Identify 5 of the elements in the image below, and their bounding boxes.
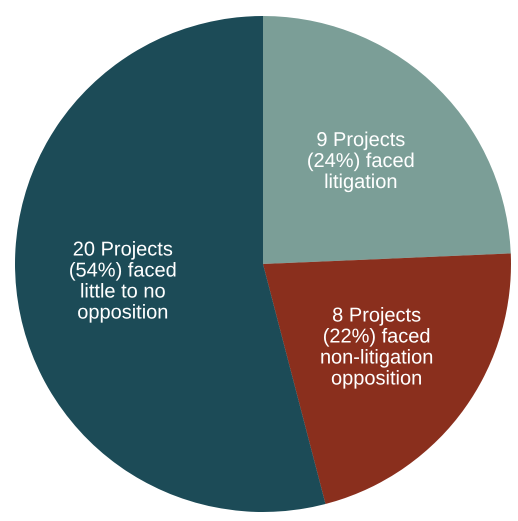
slice-label: 9 Projects (24%) faced litigation bbox=[306, 129, 415, 194]
slice-label: 8 Projects (22%) faced non-litigation opposition bbox=[320, 304, 434, 390]
pie-slice bbox=[263, 253, 511, 504]
slice-label: 20 Projects (54%) faced little to no opposition bbox=[68, 238, 177, 324]
pie-slice bbox=[263, 16, 511, 264]
